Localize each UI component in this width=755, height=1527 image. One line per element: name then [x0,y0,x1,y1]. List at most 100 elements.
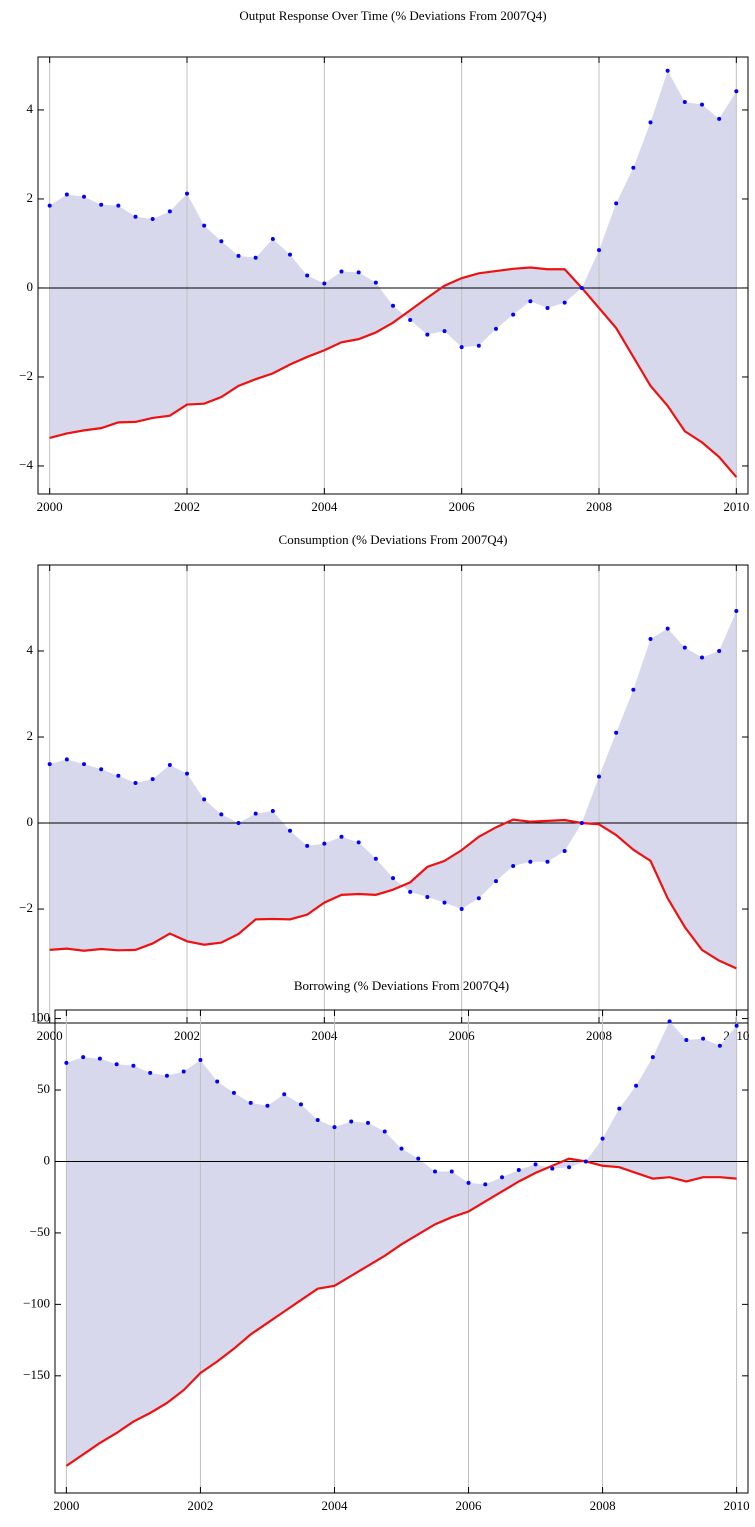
dot [349,1119,354,1124]
y-tick-label: 0 [44,1152,51,1167]
dot [665,626,670,631]
x-tick-label: 2000 [37,499,63,514]
x-tick-label: 2008 [590,1498,616,1513]
dot [650,1055,655,1060]
dot [596,248,601,253]
dot [667,1019,672,1024]
dot [81,1055,86,1060]
dot [511,312,516,317]
dot [533,1162,538,1167]
dot [150,777,155,782]
chart-title: Output Response Over Time (% Deviations … [239,8,546,23]
dot [734,609,739,614]
dot [356,270,361,275]
x-tick-label: 2000 [37,1028,63,1043]
dot [631,687,636,692]
y-tick-label: 2 [27,190,34,205]
dot [545,305,550,310]
dot [219,239,224,244]
dot [734,1023,739,1028]
dot [82,194,87,199]
dot [288,828,293,833]
dot [596,774,601,779]
dot [459,345,464,350]
dot [97,1056,102,1061]
dot [466,1180,471,1185]
dot [433,1169,438,1174]
dot [181,1069,186,1074]
dot [425,332,430,337]
dot [167,209,172,214]
dot [305,843,310,848]
y-tick-label: 0 [27,279,34,294]
dot [167,762,172,767]
dot [114,1062,119,1067]
band [49,70,737,478]
dot [682,99,687,104]
dot [248,1100,253,1105]
dot [185,771,190,776]
dot [476,896,481,901]
dot [425,894,430,899]
dot [717,649,722,654]
y-tick-label: 4 [27,642,34,657]
dot [82,762,87,767]
dot [150,216,155,221]
x-tick-label: 2004 [311,1028,338,1043]
dot [164,1073,169,1078]
dot [231,1090,236,1095]
y-tick-label: 0 [27,814,34,829]
dot [298,1102,303,1107]
dot [288,252,293,257]
chart-title: Borrowing (% Deviations From 2007Q4) [294,978,509,993]
dot [322,841,327,846]
frame [54,1009,749,1494]
dot [550,1166,555,1171]
dot [236,821,241,826]
dot [408,318,413,323]
x-tick-label: 2006 [456,1498,483,1513]
dot [634,1083,639,1088]
dot [322,281,327,286]
x-tick-label: 2010 [723,499,749,514]
dot [648,120,653,125]
y-tick-label: 100 [31,1010,51,1025]
line [49,818,737,970]
dot [579,821,584,826]
dot [459,907,464,912]
y-tick-label: −100 [23,1295,50,1310]
dot [562,300,567,305]
y-tick-label: 2 [27,728,34,743]
y-tick-label: 50 [37,1081,50,1096]
frame [37,56,749,495]
dot [133,781,138,786]
dot [64,192,69,197]
x-tick-label: 2008 [586,499,612,514]
dot [373,856,378,861]
y-tick-label: −4 [19,457,33,472]
dot [198,1058,203,1063]
dot [648,636,653,641]
band [49,611,737,969]
dot [382,1129,387,1134]
x-tick-label: 2002 [174,499,200,514]
y-tick-label: 4 [27,101,34,116]
dot [579,285,584,290]
dot [442,900,447,905]
dot [717,1043,722,1048]
dot [332,1125,337,1130]
dot [665,68,670,73]
dot [339,834,344,839]
dot [315,1118,320,1123]
x-tick-label: 2004 [311,499,338,514]
dot [185,191,190,196]
dot [305,273,310,278]
dot [64,1060,69,1065]
dot [631,165,636,170]
dot [64,757,69,762]
dot [617,1106,622,1111]
dot [131,1063,136,1068]
dot [47,762,52,767]
dot [99,767,104,772]
